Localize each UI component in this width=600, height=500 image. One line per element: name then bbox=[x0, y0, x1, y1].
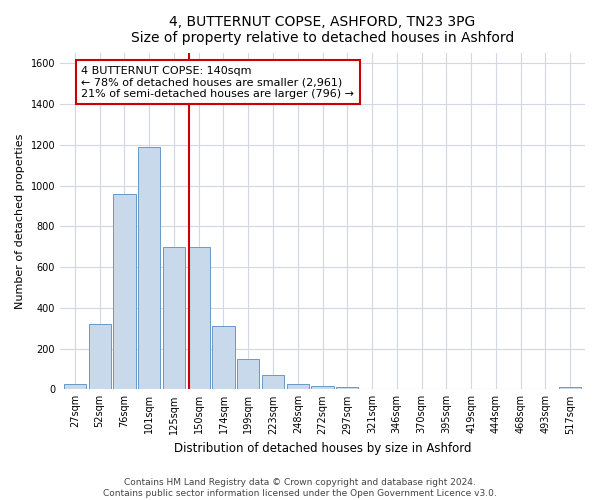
Bar bbox=[336, 387, 358, 390]
Bar bbox=[262, 375, 284, 390]
Bar bbox=[287, 384, 309, 390]
Y-axis label: Number of detached properties: Number of detached properties bbox=[15, 134, 25, 309]
Bar bbox=[113, 194, 136, 390]
Title: 4, BUTTERNUT COPSE, ASHFORD, TN23 3PG
Size of property relative to detached hous: 4, BUTTERNUT COPSE, ASHFORD, TN23 3PG Si… bbox=[131, 15, 514, 45]
Text: Contains HM Land Registry data © Crown copyright and database right 2024.
Contai: Contains HM Land Registry data © Crown c… bbox=[103, 478, 497, 498]
Bar bbox=[163, 247, 185, 390]
Bar bbox=[138, 147, 160, 390]
Bar bbox=[311, 386, 334, 390]
Bar bbox=[559, 388, 581, 390]
Bar bbox=[188, 247, 210, 390]
Bar bbox=[89, 324, 111, 390]
X-axis label: Distribution of detached houses by size in Ashford: Distribution of detached houses by size … bbox=[174, 442, 471, 455]
Text: 4 BUTTERNUT COPSE: 140sqm
← 78% of detached houses are smaller (2,961)
21% of se: 4 BUTTERNUT COPSE: 140sqm ← 78% of detac… bbox=[81, 66, 354, 98]
Bar bbox=[212, 326, 235, 390]
Bar bbox=[64, 384, 86, 390]
Bar bbox=[237, 359, 259, 390]
